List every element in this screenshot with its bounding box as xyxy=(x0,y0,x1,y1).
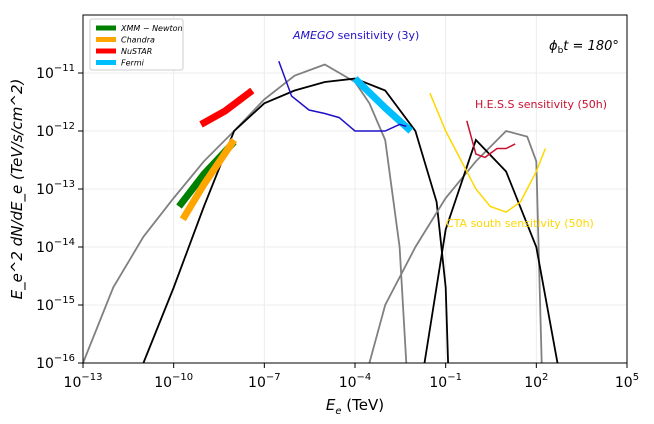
x-tick-label-3: 10−4 xyxy=(339,372,372,391)
y-axis-ticks: 10−16 10−15 10−14 10−13 10−12 10−11 xyxy=(36,63,83,372)
model-curve-1 xyxy=(142,77,449,364)
legend-box xyxy=(89,18,184,71)
model-curve-0 xyxy=(82,63,408,364)
sensitivity-label-0: AMEGO sensitivity (3y) xyxy=(292,29,419,42)
x-tick-label-5: 102 xyxy=(524,372,548,391)
legend-label-1: Chandra xyxy=(121,36,155,45)
sensitivity-label-2: CTA south sensitivity (50h) xyxy=(446,217,594,230)
x-axis-ticks: 10−13 10−10 10−7 10−4 10−1 102 105 xyxy=(64,363,639,391)
sensitivity-curve-1 xyxy=(466,120,516,159)
phase-annotation: ϕbt = 180° xyxy=(549,39,619,56)
x-tick-label-1: 10−10 xyxy=(154,372,193,391)
y-axis-label: E_e^2 dN/dE_e (TeV/s/cm^2) xyxy=(8,79,27,300)
model-curve-3 xyxy=(423,138,559,364)
observation-bands xyxy=(176,76,414,222)
model-curve-2 xyxy=(368,129,543,364)
legend: XMM − Newton Chandra NuSTAR Fermi xyxy=(89,18,184,71)
sensitivity-curve-2 xyxy=(429,92,547,213)
legend-label-0: XMM − Newton xyxy=(120,24,183,33)
legend-label-3: Fermi xyxy=(121,59,145,68)
band-2 xyxy=(199,87,255,128)
x-tick-label-4: 10−1 xyxy=(429,372,462,391)
sensitivity-labels: AMEGO sensitivity (3y) H.E.S.S sensitivit… xyxy=(292,29,607,230)
x-axis-label: Ee (TeV) xyxy=(326,396,384,417)
sensitivity-curves xyxy=(278,60,547,213)
band-3 xyxy=(352,76,414,134)
x-tick-label-0: 10−13 xyxy=(64,372,103,391)
y-tick-label-5: 10−11 xyxy=(36,63,75,82)
y-tick-label-2: 10−14 xyxy=(36,237,75,256)
y-tick-label-4: 10−12 xyxy=(36,121,75,140)
y-tick-label-0: 10−16 xyxy=(36,353,75,372)
legend-label-2: NuSTAR xyxy=(121,47,152,56)
x-tick-label-6: 105 xyxy=(615,372,639,391)
y-tick-label-1: 10−15 xyxy=(36,295,75,314)
x-tick-label-2: 10−7 xyxy=(248,372,281,391)
sensitivity-curve-0 xyxy=(278,60,407,132)
band-1 xyxy=(179,138,237,222)
series-layer xyxy=(82,63,559,364)
y-tick-label-3: 10−13 xyxy=(36,179,75,198)
sensitivity-label-1: H.E.S.S sensitivity (50h) xyxy=(475,98,607,111)
